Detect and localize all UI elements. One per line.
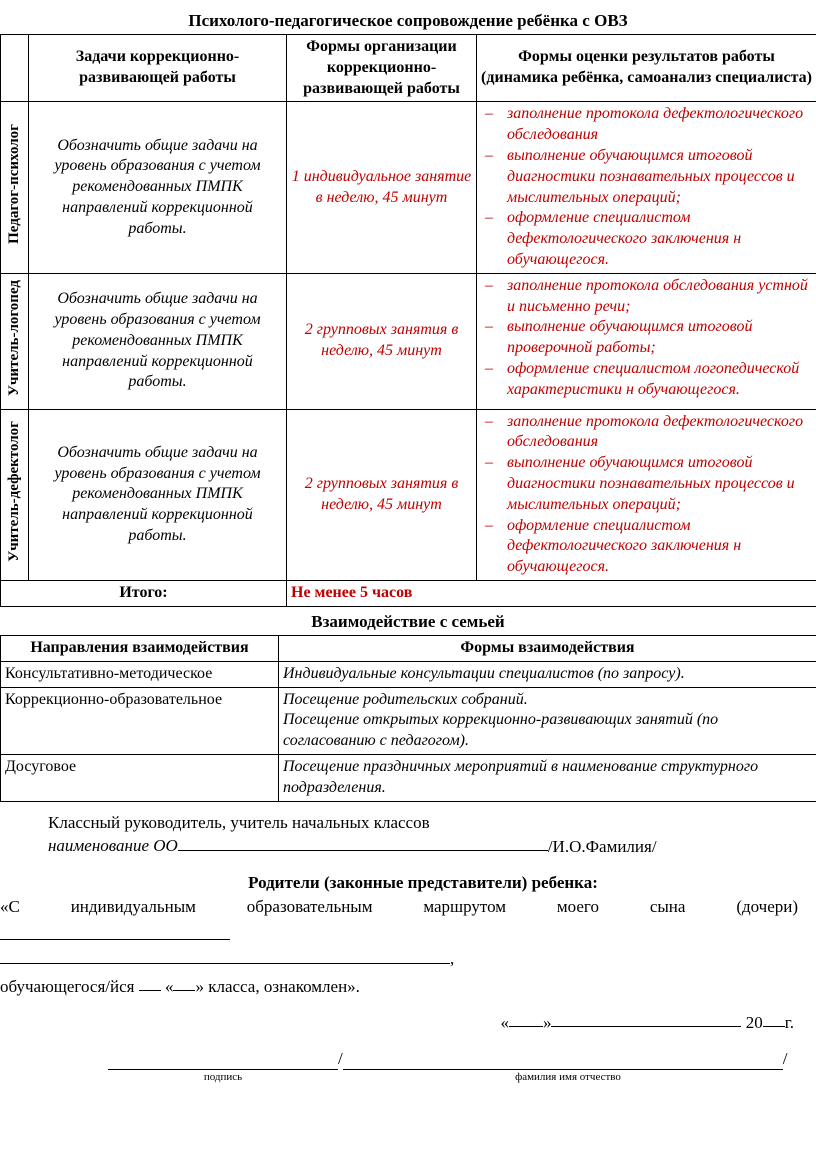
signature-block: / / подпись фамилия имя отчество — [48, 1048, 798, 1084]
table-row: Учитель-логопедОбозначить общие задачи н… — [1, 273, 816, 409]
col-formint-header: Формы взаимодействия — [279, 635, 816, 661]
result-item: заполнение протокола обследования устной… — [503, 276, 812, 318]
support-table: Задачи коррекционно-развивающей работы Ф… — [0, 34, 816, 607]
role-cell: Педагог-психолог — [1, 102, 29, 273]
ack-line-1: «С индивидуальным образовательным маршру… — [0, 896, 798, 918]
forms-cell: 2 групповых занятия в неделю, 45 минут — [287, 409, 477, 580]
teacher-line: Классный руководитель, учитель начальных… — [48, 812, 798, 834]
result-item: оформление специалистом логопедической х… — [503, 359, 812, 401]
table-row: Педагог-психологОбозначить общие задачи … — [1, 102, 816, 273]
forms-cell: 1 индивидуальное занятие в неделю, 45 ми… — [287, 102, 477, 273]
total-label: Итого: — [1, 581, 287, 607]
col-dir-header: Направления взаимодействия — [1, 635, 279, 661]
role-cell: Учитель-логопед — [1, 273, 29, 409]
sig-label-left: подпись — [108, 1070, 338, 1084]
direction-cell: Досуговое — [1, 754, 279, 801]
total-value: Не менее 5 часов — [287, 581, 816, 607]
page-title: Психолого-педагогическое сопровождение р… — [0, 10, 816, 32]
result-item: оформление специалистом дефектологическо… — [503, 516, 812, 578]
result-item: заполнение протокола дефектологического … — [503, 104, 812, 146]
table-row: Коррекционно-образовательноеПосещение ро… — [1, 687, 816, 754]
result-item: выполнение обучающимся итоговой провероч… — [503, 317, 812, 359]
date-row: «» 20г. — [48, 1010, 798, 1034]
form-cell: Посещение праздничных мероприятий в наим… — [279, 754, 816, 801]
table-row: Учитель-дефектологОбозначить общие задач… — [1, 409, 816, 580]
result-item: выполнение обучающимся итоговой диагност… — [503, 453, 812, 515]
col-forms-header: Формы организации коррекционно-развивающ… — [287, 35, 477, 102]
result-item: выполнение обучающимся итоговой диагност… — [503, 146, 812, 208]
sig-label-right: фамилия имя отчество — [348, 1070, 788, 1084]
col-tasks-header: Задачи коррекционно-развивающей работы — [29, 35, 287, 102]
table-row: Консультативно-методическоеИндивидуальны… — [1, 661, 816, 687]
col-role-header — [1, 35, 29, 102]
footer: Классный руководитель, учитель начальных… — [0, 802, 816, 1084]
family-table: Направления взаимодействия Формы взаимод… — [0, 635, 816, 802]
tasks-cell: Обозначить общие задачи на уровень образ… — [29, 273, 287, 409]
results-cell: заполнение протокола дефектологического … — [477, 409, 816, 580]
section-title-family: Взаимодействие с семьей — [0, 611, 816, 633]
col-results-header: Формы оценки результатов работы (динамик… — [477, 35, 816, 102]
direction-cell: Коррекционно-образовательное — [1, 687, 279, 754]
result-item: заполнение протокола дефектологического … — [503, 412, 812, 454]
result-item: оформление специалистом дефектологическо… — [503, 208, 812, 270]
results-cell: заполнение протокола обследования устной… — [477, 273, 816, 409]
tasks-cell: Обозначить общие задачи на уровень образ… — [29, 409, 287, 580]
results-cell: заполнение протокола дефектологического … — [477, 102, 816, 273]
ack-line-3: обучающегося/йся «» класса, ознакомлен». — [0, 974, 798, 998]
form-cell: Посещение родительских собраний.Посещени… — [279, 687, 816, 754]
parents-title: Родители (законные представители) ребенк… — [48, 872, 798, 894]
forms-cell: 2 групповых занятия в неделю, 45 минут — [287, 273, 477, 409]
table-row: ДосуговоеПосещение праздничных мероприят… — [1, 754, 816, 801]
table-total-row: Итого: Не менее 5 часов — [1, 581, 816, 607]
ack-line-2: , — [0, 922, 798, 970]
form-cell: Индивидуальные консультации специалистов… — [279, 661, 816, 687]
tasks-cell: Обозначить общие задачи на уровень образ… — [29, 102, 287, 273]
role-cell: Учитель-дефектолог — [1, 409, 29, 580]
direction-cell: Консультативно-методическое — [1, 661, 279, 687]
org-line: наименование ОО/И.О.Фамилия/ — [48, 834, 798, 858]
